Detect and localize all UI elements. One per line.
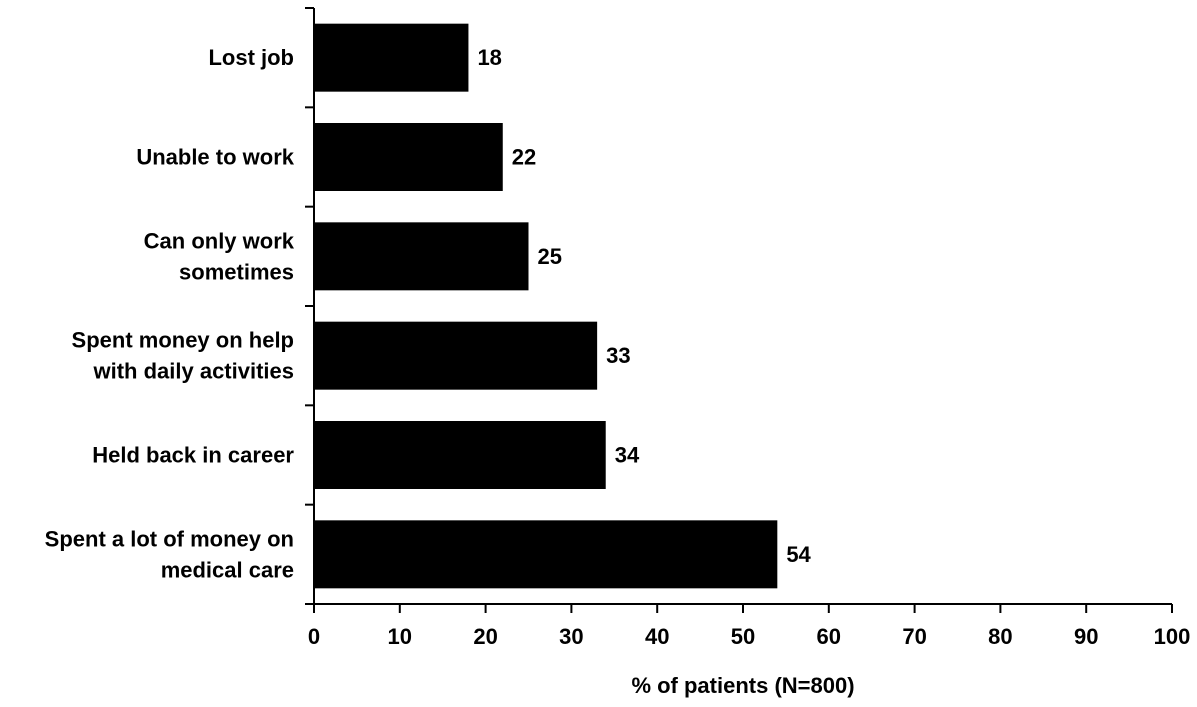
x-tick-label: 20 bbox=[473, 624, 497, 649]
bar bbox=[314, 23, 469, 92]
category-label: Spent a lot of money on bbox=[45, 526, 294, 551]
value-label: 25 bbox=[538, 244, 562, 269]
category-label: Spent money on help bbox=[72, 328, 294, 353]
x-tick-label: 100 bbox=[1154, 624, 1191, 649]
bar bbox=[314, 321, 598, 390]
value-label: 33 bbox=[606, 343, 630, 368]
category-label: Held back in career bbox=[92, 443, 294, 468]
value-label: 54 bbox=[786, 542, 811, 567]
x-axis-title: % of patients (N=800) bbox=[631, 673, 854, 698]
x-tick-label: 0 bbox=[308, 624, 320, 649]
bar bbox=[314, 520, 778, 589]
value-label: 34 bbox=[615, 443, 640, 468]
x-tick-label: 80 bbox=[988, 624, 1012, 649]
category-label: medical care bbox=[161, 557, 294, 582]
category-label: with daily activities bbox=[92, 359, 294, 384]
bar bbox=[314, 222, 529, 291]
category-label: Lost job bbox=[208, 45, 294, 70]
x-tick-label: 40 bbox=[645, 624, 669, 649]
bar bbox=[314, 421, 606, 489]
x-tick-label: 90 bbox=[1074, 624, 1098, 649]
x-tick-label: 10 bbox=[388, 624, 412, 649]
value-label: 18 bbox=[477, 45, 501, 70]
category-label: Unable to work bbox=[136, 145, 294, 170]
category-label: Can only work bbox=[144, 228, 295, 253]
bar bbox=[314, 123, 503, 191]
x-tick-label: 70 bbox=[902, 624, 926, 649]
x-tick-label: 60 bbox=[817, 624, 841, 649]
value-label: 22 bbox=[512, 145, 536, 170]
category-label: sometimes bbox=[179, 259, 294, 284]
x-tick-label: 50 bbox=[731, 624, 755, 649]
x-tick-label: 30 bbox=[559, 624, 583, 649]
